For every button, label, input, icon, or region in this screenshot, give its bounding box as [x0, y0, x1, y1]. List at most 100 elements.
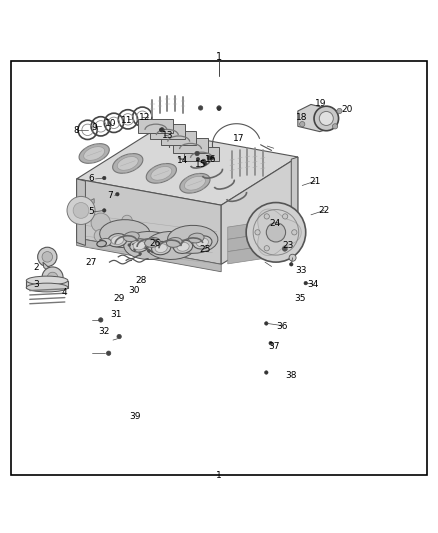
Polygon shape	[77, 131, 298, 205]
Circle shape	[67, 197, 95, 224]
Circle shape	[148, 250, 150, 253]
Text: 14: 14	[177, 156, 189, 165]
Circle shape	[102, 176, 106, 180]
Polygon shape	[77, 199, 94, 212]
Circle shape	[139, 253, 141, 255]
Circle shape	[304, 281, 307, 285]
Ellipse shape	[146, 164, 177, 183]
Text: 20: 20	[342, 105, 353, 114]
Text: 1: 1	[216, 471, 222, 480]
Circle shape	[128, 244, 131, 246]
Text: 19: 19	[315, 99, 327, 108]
Circle shape	[255, 230, 260, 235]
Circle shape	[319, 111, 333, 125]
Ellipse shape	[26, 283, 68, 292]
Circle shape	[265, 322, 268, 325]
Ellipse shape	[193, 236, 212, 249]
Text: 16: 16	[205, 155, 216, 164]
Circle shape	[246, 203, 306, 262]
Circle shape	[163, 131, 174, 141]
Ellipse shape	[133, 241, 145, 250]
Ellipse shape	[113, 154, 143, 173]
Circle shape	[91, 213, 110, 232]
Circle shape	[201, 159, 206, 164]
Polygon shape	[145, 231, 196, 260]
Circle shape	[94, 229, 107, 243]
Text: 11: 11	[121, 116, 133, 125]
Polygon shape	[124, 231, 174, 260]
Polygon shape	[298, 104, 337, 132]
Text: 9: 9	[91, 123, 97, 132]
Polygon shape	[99, 220, 150, 248]
Ellipse shape	[130, 239, 149, 252]
Ellipse shape	[97, 240, 106, 247]
Text: 26: 26	[150, 239, 161, 248]
Text: 36: 36	[277, 322, 288, 332]
Circle shape	[332, 124, 338, 129]
Polygon shape	[173, 138, 208, 152]
Text: 29: 29	[113, 294, 125, 303]
Ellipse shape	[188, 233, 204, 243]
Circle shape	[134, 248, 136, 251]
Polygon shape	[184, 147, 219, 161]
Text: 28: 28	[135, 276, 147, 285]
Circle shape	[117, 334, 121, 339]
Polygon shape	[291, 157, 298, 220]
Ellipse shape	[79, 144, 110, 163]
Text: 25: 25	[199, 245, 211, 254]
Ellipse shape	[155, 244, 167, 253]
Circle shape	[300, 122, 305, 127]
Polygon shape	[201, 240, 210, 248]
Text: 2: 2	[33, 263, 39, 272]
Polygon shape	[221, 157, 298, 264]
Circle shape	[265, 371, 268, 374]
Polygon shape	[228, 219, 280, 239]
Text: 31: 31	[110, 310, 122, 319]
Text: 6: 6	[88, 174, 94, 183]
Circle shape	[116, 192, 119, 196]
Text: 5: 5	[88, 207, 94, 216]
Ellipse shape	[117, 157, 138, 171]
Polygon shape	[26, 280, 68, 287]
Text: 13: 13	[162, 131, 173, 140]
Text: 3: 3	[33, 280, 39, 289]
Text: 15: 15	[195, 160, 206, 169]
Text: 10: 10	[105, 119, 116, 128]
Circle shape	[289, 254, 296, 261]
Circle shape	[269, 342, 272, 345]
Polygon shape	[77, 179, 221, 264]
Ellipse shape	[173, 240, 193, 253]
Circle shape	[142, 246, 145, 248]
Circle shape	[73, 203, 89, 219]
Circle shape	[314, 106, 339, 131]
Circle shape	[196, 157, 200, 161]
Text: 8: 8	[74, 126, 80, 135]
Ellipse shape	[180, 173, 210, 193]
Circle shape	[292, 230, 297, 235]
Polygon shape	[228, 231, 280, 252]
Text: 37: 37	[268, 342, 279, 351]
Polygon shape	[43, 262, 53, 274]
Ellipse shape	[124, 232, 139, 241]
Circle shape	[290, 263, 293, 266]
Polygon shape	[100, 239, 110, 246]
Ellipse shape	[166, 238, 182, 247]
Ellipse shape	[108, 233, 127, 247]
Text: 23: 23	[283, 241, 294, 250]
Text: 21: 21	[310, 176, 321, 185]
Text: 27: 27	[85, 259, 97, 268]
Circle shape	[47, 272, 58, 282]
Circle shape	[38, 247, 57, 266]
Polygon shape	[258, 209, 301, 256]
Text: 30: 30	[128, 286, 139, 295]
Ellipse shape	[196, 238, 208, 247]
Circle shape	[99, 318, 103, 322]
Circle shape	[283, 214, 288, 219]
Polygon shape	[161, 131, 196, 145]
Text: 34: 34	[307, 280, 319, 289]
Circle shape	[42, 267, 63, 288]
Circle shape	[217, 107, 221, 110]
Polygon shape	[138, 119, 173, 133]
Circle shape	[203, 162, 207, 165]
Ellipse shape	[145, 238, 160, 247]
